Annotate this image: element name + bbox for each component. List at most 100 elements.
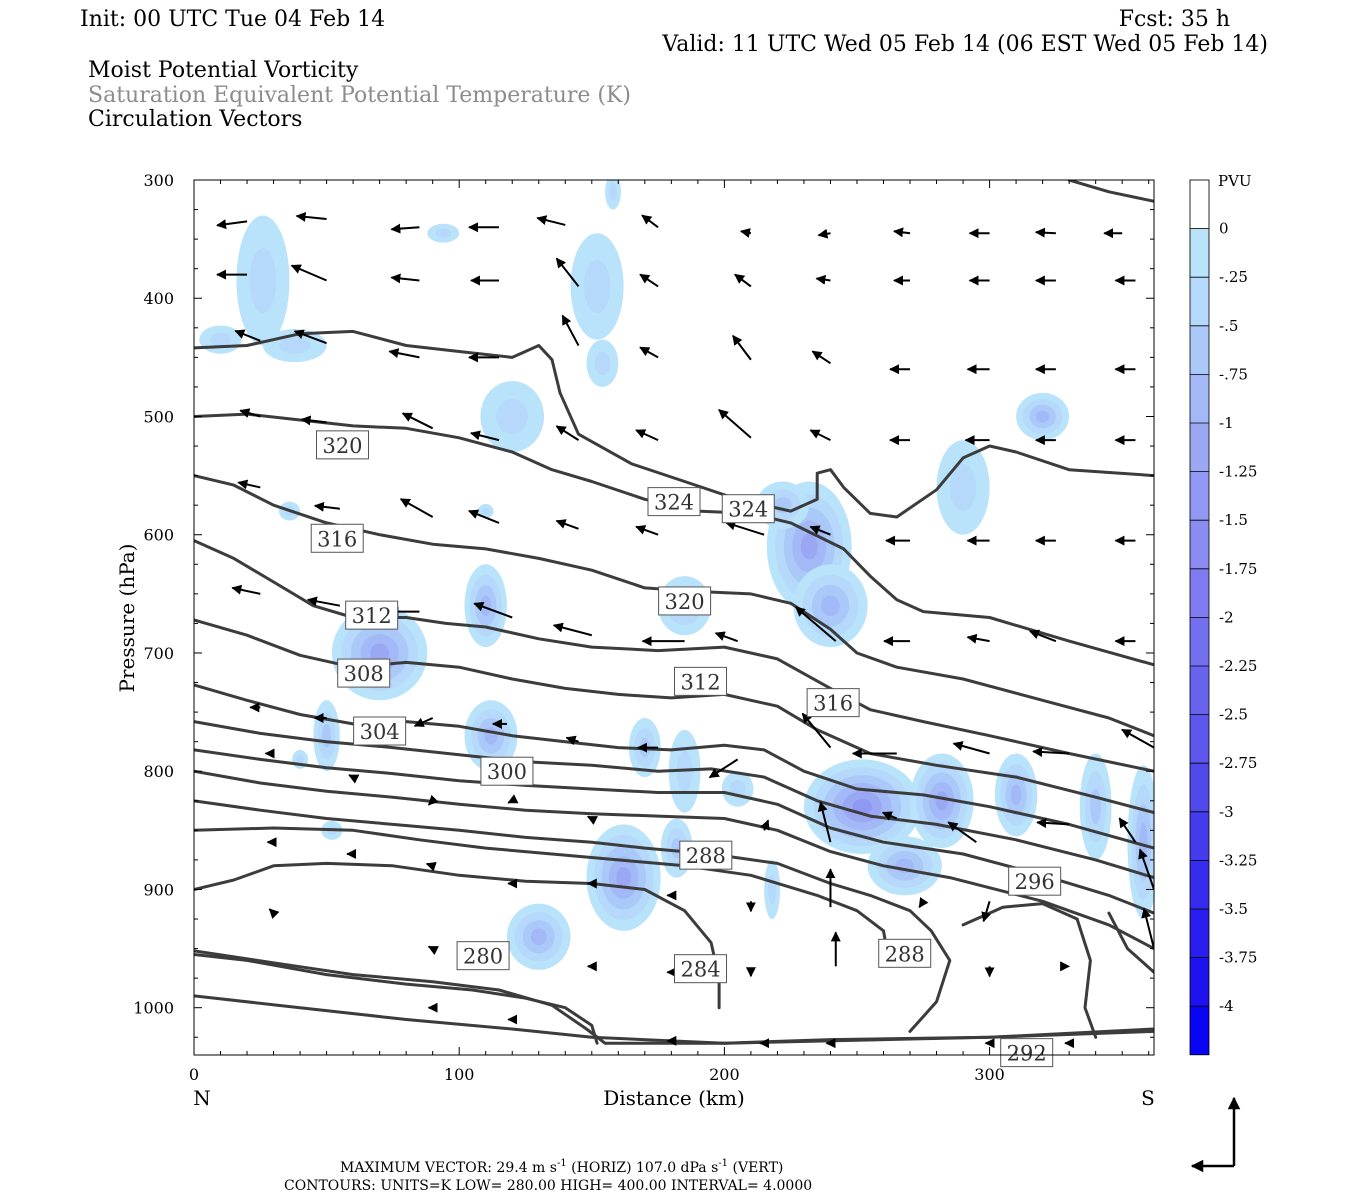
colorbar-label: -.5 [1219,317,1238,335]
colorbar-bin [1190,909,1209,958]
theta-contour [961,902,1098,1039]
contour-label-text: 316 [317,527,357,551]
contour-label: 312 [674,666,728,696]
contour-label-box [806,688,860,718]
vector-arrow [947,821,977,843]
vector-arrow [1138,848,1154,890]
contour-label: 296 [1008,866,1062,896]
vector-arrow [952,741,990,755]
vector-arrow [231,584,261,595]
pv-shade [583,259,611,314]
theta-contour [194,949,1154,1045]
vector-arrow [881,811,898,821]
colorbar-bin [1190,811,1209,861]
vector-arrow [734,273,752,288]
vector-arrow [635,525,659,536]
vector-arrow [1121,728,1154,749]
vector-arrow [641,214,659,229]
colorbar-bin [1190,520,1209,569]
pv-shade [768,874,777,905]
vector-arrow [216,219,248,230]
contour-label-box [674,666,728,696]
vector-arrow [425,861,437,872]
y-tick-label: 800 [143,762,174,781]
vector-arrow [809,525,831,536]
vector-arrow [306,596,341,607]
vector-arrow [639,346,659,359]
colorbar-bin [1190,423,1209,472]
pv-shade [322,723,332,748]
contour-label-text: 284 [680,958,720,982]
vector-arrow [639,273,659,288]
contour-label: 316 [310,523,364,553]
field-title-theta: Saturation Equivalent Potential Temperat… [88,83,631,108]
theta-contour [1067,180,1154,203]
pv-shade [530,928,547,946]
vector-arrow [714,631,738,643]
pv-shade [800,533,818,560]
colorbar-bin [1190,714,1209,764]
pv-shade [1139,822,1148,862]
vector-arrow [725,520,765,536]
contour-label-text: 288 [686,844,726,868]
vector-arrow [561,314,580,347]
pv-shade [671,838,682,858]
vector-arrow [586,815,599,826]
contour-label-text: 300 [487,760,527,784]
pv-shade [296,754,305,765]
init-time: Init: 00 UTC Tue 04 Feb 14 [80,7,385,32]
y-tick-label: 300 [143,171,174,190]
y-axis-label: Pressure (hPa) [115,544,139,693]
vector-arrow [739,228,752,238]
theta-contour [194,994,1154,1045]
x-tick-label: 300 [974,1065,1005,1084]
vector-arrow [313,501,340,512]
colorbar-bin [1189,228,1210,278]
vector-arrow [295,211,327,222]
field-title-vectors: Circulation Vectors [88,107,302,132]
contour-label: 320 [316,430,370,460]
contour-labels: 320 324 324 316 320 312 308 312 316 304 300 288 296 2… [310,430,1062,1068]
pv-shade [935,791,949,811]
colorbar-label: 0 [1219,220,1229,238]
pv-shade [949,463,977,512]
vector-arrow [809,429,831,442]
vector-arrow [555,519,579,530]
contour-info-line: CONTOURS: UNITS=K LOW= 280.00 HIGH= 400.… [284,1178,812,1194]
vector-arrow [507,794,519,804]
colorbar-bin [1190,763,1209,812]
pv-shade [821,595,840,617]
contour-label-box [345,600,399,630]
pv-shade [370,643,390,663]
pv-shade [209,332,232,347]
pv-shade [496,398,529,435]
vector-arrow [555,425,580,441]
valid-time: Valid: 11 UTC Wed 05 Feb 14 (06 EST Wed … [661,32,1268,57]
pv-shade [484,726,498,745]
vector-arrow [390,273,420,284]
contour-label-text: 320 [322,434,362,458]
x-axis-label: Distance (km) [603,1086,745,1110]
vector-arrow [981,900,991,923]
vector-arrow [239,408,261,418]
vector-arrow [413,717,434,727]
pv-shade [609,182,617,201]
vector-arrow [1141,907,1154,949]
contour-label-text: 292 [1007,1042,1047,1066]
contour-label: 324 [647,487,701,517]
colorbar-units: PVU [1218,172,1252,190]
vector-arrow [815,274,831,285]
colorbar-bin [1190,325,1209,375]
theta-contour [194,861,721,1010]
vector-arrow [470,430,500,442]
axis-ticks: 0 100 200 300 300 400 500 600 700 800 900 1000 [133,171,1154,1084]
x-tick-label: 100 [444,1065,475,1084]
vector-arrow [893,227,911,238]
contour-label-box [1000,1038,1054,1068]
vector-arrow [918,897,929,909]
theta-contour [194,826,891,962]
vector-arrow [718,409,752,439]
pv-shade [852,798,873,815]
y-tick-label: 700 [143,644,174,663]
contour-label-box [1008,866,1062,896]
